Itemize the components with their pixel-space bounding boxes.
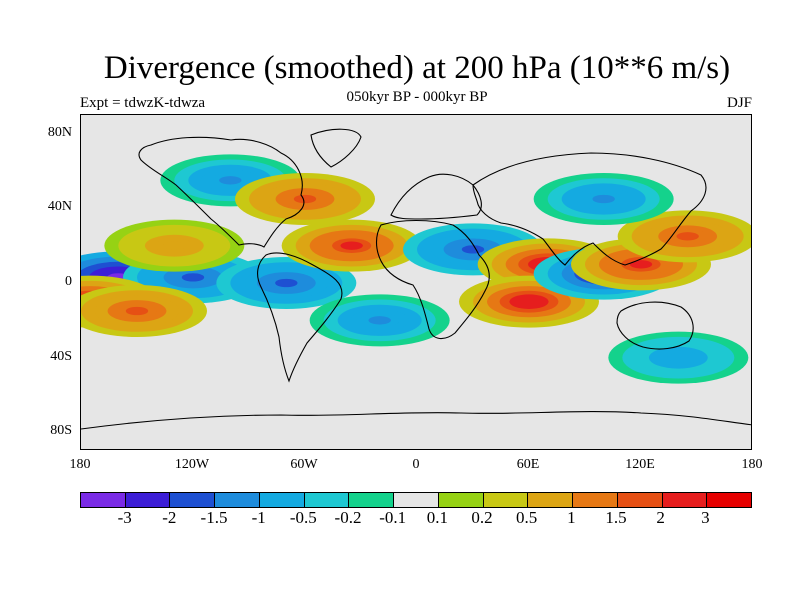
colorbar-segment (259, 493, 305, 507)
colorbar-segment (304, 493, 350, 507)
colorbar (80, 492, 752, 508)
colorbar-label: -1.5 (200, 508, 228, 527)
contour-band (293, 194, 317, 204)
latitude-tick-label: 80N (47, 124, 72, 140)
colorbar-segment (438, 493, 484, 507)
colorbar-label: 1 (567, 508, 576, 527)
divergence-anomaly-14 (617, 210, 751, 263)
map-panel (80, 114, 752, 450)
colorbar-segment (617, 493, 663, 507)
colorbar-segment (125, 493, 171, 507)
contour-band (676, 232, 699, 241)
latitude-tick-label: 0 (65, 274, 72, 289)
colorbar-segment (707, 493, 752, 507)
contour-band (667, 353, 690, 362)
latitude-tick-label: 40S (50, 348, 72, 364)
contour-band (275, 278, 298, 288)
contour-band (340, 241, 363, 250)
longitude-tick-label: 0 (412, 457, 420, 472)
colorbar-label: 0.5 (516, 508, 538, 527)
contour-band (629, 260, 653, 269)
colorbar-segment (573, 493, 618, 507)
contour-band (125, 306, 149, 316)
colorbar-label: -0.1 (379, 508, 407, 527)
longitude-tick-label: 120E (625, 457, 655, 472)
colorbar-segment (81, 493, 126, 507)
longitude-tick-label: 180 (69, 457, 91, 472)
coastline-north-america (138, 136, 305, 248)
coastline-antarctica (81, 411, 751, 430)
colorbar-label: -3 (117, 508, 132, 527)
time-range-subtitle: 050kyr BP - 000kyr BP (346, 89, 488, 105)
page-title: Divergence (smoothed) at 200 hPa (10**6 … (103, 50, 731, 86)
colorbar-segment (528, 493, 574, 507)
longitude-tick-label: 60E (516, 457, 540, 472)
colorbar-label: -0.5 (289, 508, 317, 527)
colorbar-segment (215, 493, 260, 507)
contour-band (163, 241, 186, 250)
coastline-europe (390, 173, 482, 220)
experiment-label: Expt = tdwzK-tdwza (80, 95, 206, 111)
colorbar-segment (662, 493, 708, 507)
coastline-asia (472, 152, 707, 266)
divergence-anomaly-7 (235, 173, 375, 225)
colorbar-label: 1.5 (605, 508, 627, 527)
colorbar-label: 0.2 (471, 508, 493, 527)
longitude-tick-label: 120W (174, 457, 210, 472)
contour-band (219, 176, 242, 185)
coastline-greenland (310, 128, 362, 168)
latitude-tick-label: 80S (50, 423, 72, 439)
colorbar-label: 0.1 (426, 508, 448, 527)
latitude-tick-label: 40N (47, 199, 72, 215)
colorbar-segment (483, 493, 529, 507)
colorbar-segment (349, 493, 395, 507)
colorbar-label: 3 (701, 508, 710, 527)
longitude-tick-label: 60W (290, 457, 318, 472)
colorbar-label: -0.2 (334, 508, 362, 527)
divergence-anomaly-17 (608, 331, 749, 384)
colorbar-label: -2 (162, 508, 177, 527)
divergence-map (81, 115, 751, 449)
contour-band (517, 297, 541, 306)
divergence-anomaly-16 (309, 294, 450, 347)
contour-band (461, 245, 485, 254)
longitude-tick-label: 180 (741, 457, 763, 472)
coastline-africa (375, 220, 490, 340)
season-label: DJF (726, 95, 752, 111)
divergence-anomaly-2 (216, 257, 357, 309)
contour-band (592, 194, 615, 204)
divergence-anomaly-5 (104, 219, 245, 272)
colorbar-segment (394, 493, 439, 507)
coastlines (81, 128, 751, 430)
colorbar-label: -1 (251, 508, 266, 527)
contour-band (181, 273, 205, 282)
contour-band (368, 316, 391, 325)
colorbar-label: 2 (656, 508, 665, 527)
divergence-anomaly-4 (81, 285, 207, 337)
coastline-australia (616, 301, 694, 350)
colorbar-segment (170, 493, 216, 507)
coastline-south-america (257, 252, 343, 383)
divergence-anomaly-15 (533, 173, 674, 225)
divergence-anomaly-8 (281, 219, 422, 272)
